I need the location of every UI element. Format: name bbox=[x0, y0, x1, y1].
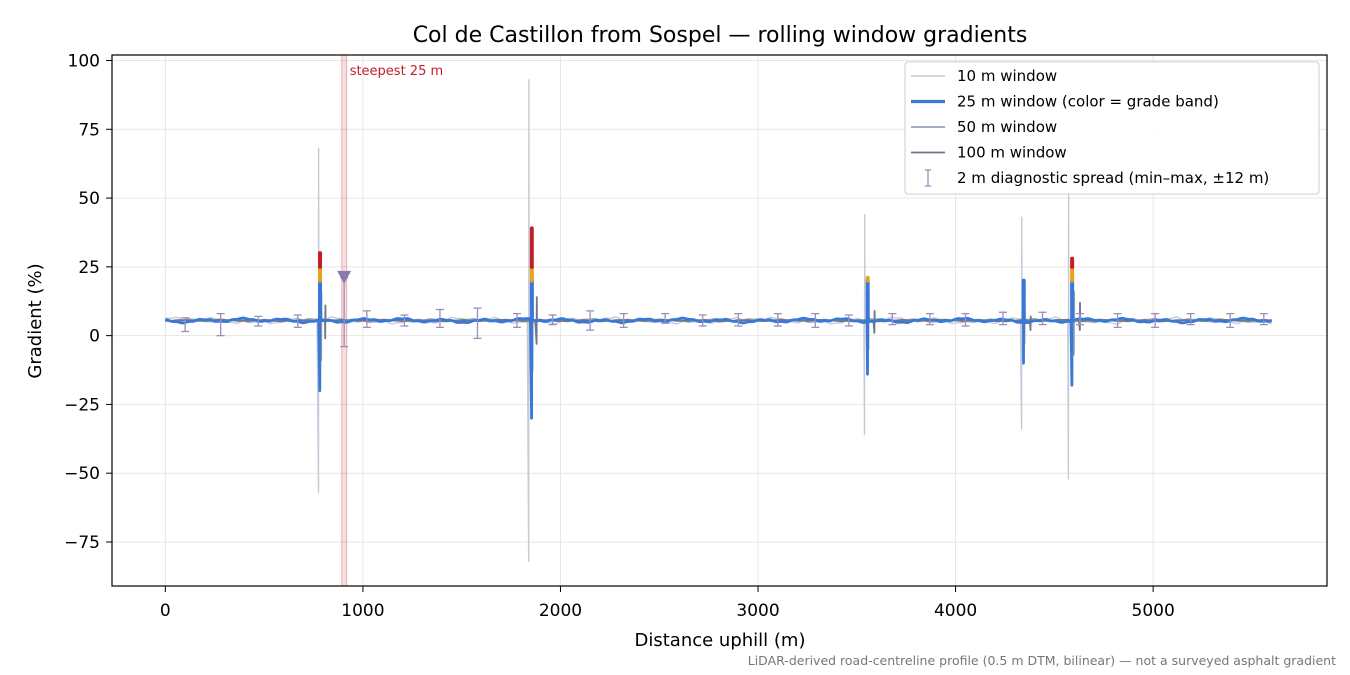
plot-frame bbox=[111, 54, 1328, 587]
diagnostic-errorbar bbox=[619, 312, 628, 329]
legend-label: 50 m window bbox=[957, 118, 1057, 136]
legend-item: 100 m window bbox=[911, 144, 1067, 162]
y-tick-label: 50 bbox=[78, 189, 100, 209]
steepest-marker bbox=[337, 270, 352, 284]
chart-legend: 10 m window 25 m window (color = grade ba… bbox=[904, 61, 1320, 195]
legend-item: 10 m window bbox=[911, 67, 1057, 85]
legend-box bbox=[904, 61, 1320, 195]
y-tick-label: 75 bbox=[78, 120, 100, 140]
diagnostic-errorbar bbox=[811, 312, 820, 329]
y-tick-label: 100 bbox=[68, 52, 100, 72]
diagnostic-errorbar bbox=[961, 312, 970, 327]
y-tick-label: 0 bbox=[89, 327, 100, 347]
diagnostic-errorbar bbox=[734, 312, 743, 327]
x-tick-label: 3000 bbox=[736, 601, 779, 621]
y-tick-label: −50 bbox=[64, 464, 100, 484]
diagnostic-errorbar bbox=[773, 312, 782, 327]
legend-item: 25 m window (color = grade band) bbox=[911, 93, 1219, 111]
diagnostic-errorbar bbox=[473, 307, 482, 340]
diagnostic-errorbar bbox=[1038, 311, 1047, 326]
series-lines bbox=[165, 79, 1273, 562]
diagnostic-errorbar bbox=[1151, 312, 1160, 329]
diagnostic-errorbar bbox=[400, 314, 409, 327]
legend-label: 10 m window bbox=[957, 67, 1057, 85]
y-tick-label: −25 bbox=[64, 395, 100, 415]
x-tick-label: 1000 bbox=[341, 601, 384, 621]
y-tick-label: 25 bbox=[78, 258, 100, 278]
diagnostic-errorbar bbox=[435, 308, 444, 329]
diagnostic-errorbar bbox=[925, 312, 934, 326]
diagnostic-errorbar bbox=[1226, 312, 1235, 329]
diagnostic-errorbar bbox=[1186, 312, 1195, 326]
legend-label: 100 m window bbox=[957, 144, 1067, 162]
highlight-label: steepest 25 m bbox=[350, 64, 443, 79]
diagnostic-errorbar bbox=[362, 310, 371, 329]
diagnostic-errorbar bbox=[661, 312, 670, 324]
diagnostic-errorbar bbox=[1259, 312, 1268, 326]
legend-label: 2 m diagnostic spread (min–max, ±12 m) bbox=[957, 169, 1269, 187]
diagnostic-errorbar bbox=[888, 312, 897, 326]
diagnostic-errorbar bbox=[513, 312, 521, 329]
y-axis-label: Gradient (%) bbox=[25, 263, 46, 378]
y-tick-label: −75 bbox=[64, 533, 100, 553]
series-line-2 bbox=[165, 226, 1273, 420]
x-tick-label: 4000 bbox=[934, 601, 977, 621]
x-axis-label: Distance uphill (m) bbox=[635, 630, 806, 651]
legend-item: 2 m diagnostic spread (min–max, ±12 m) bbox=[925, 169, 1269, 187]
diagnostic-errorbar bbox=[216, 312, 225, 337]
diagnostic-errorbar bbox=[844, 314, 853, 327]
legend-label: 25 m window (color = grade band) bbox=[957, 93, 1219, 111]
diagnostic-errorbar bbox=[548, 314, 557, 326]
x-axis-ticks: 0 1000 2000 3000 4000 5000 bbox=[160, 586, 1175, 621]
diagnostic-errorbar bbox=[698, 314, 707, 327]
diagnostic-errorbar bbox=[999, 311, 1007, 326]
legend-item: 50 m window bbox=[911, 118, 1057, 136]
diagnostic-errorbar bbox=[293, 314, 302, 329]
chart-title: Col de Castillon from Sospel — rolling w… bbox=[413, 23, 1028, 48]
diagnostic-errorbar bbox=[586, 310, 595, 331]
x-tick-label: 5000 bbox=[1132, 601, 1175, 621]
x-tick-label: 0 bbox=[160, 601, 171, 621]
diagnostic-errorbar bbox=[1076, 312, 1085, 326]
x-tick-label: 2000 bbox=[539, 601, 582, 621]
diagnostic-errorbar bbox=[181, 317, 190, 333]
diagnostic-errorbar bbox=[254, 315, 263, 327]
diagnostic-errorbars bbox=[181, 270, 1268, 348]
diagnostic-errorbar bbox=[1113, 312, 1122, 329]
y-axis-ticks: 100 75 50 25 0 −25 −50 −75 bbox=[64, 52, 112, 553]
series-line-3 bbox=[165, 274, 1272, 373]
data-source-footnote: LiDAR-derived road-centreline profile (0… bbox=[748, 653, 1336, 668]
